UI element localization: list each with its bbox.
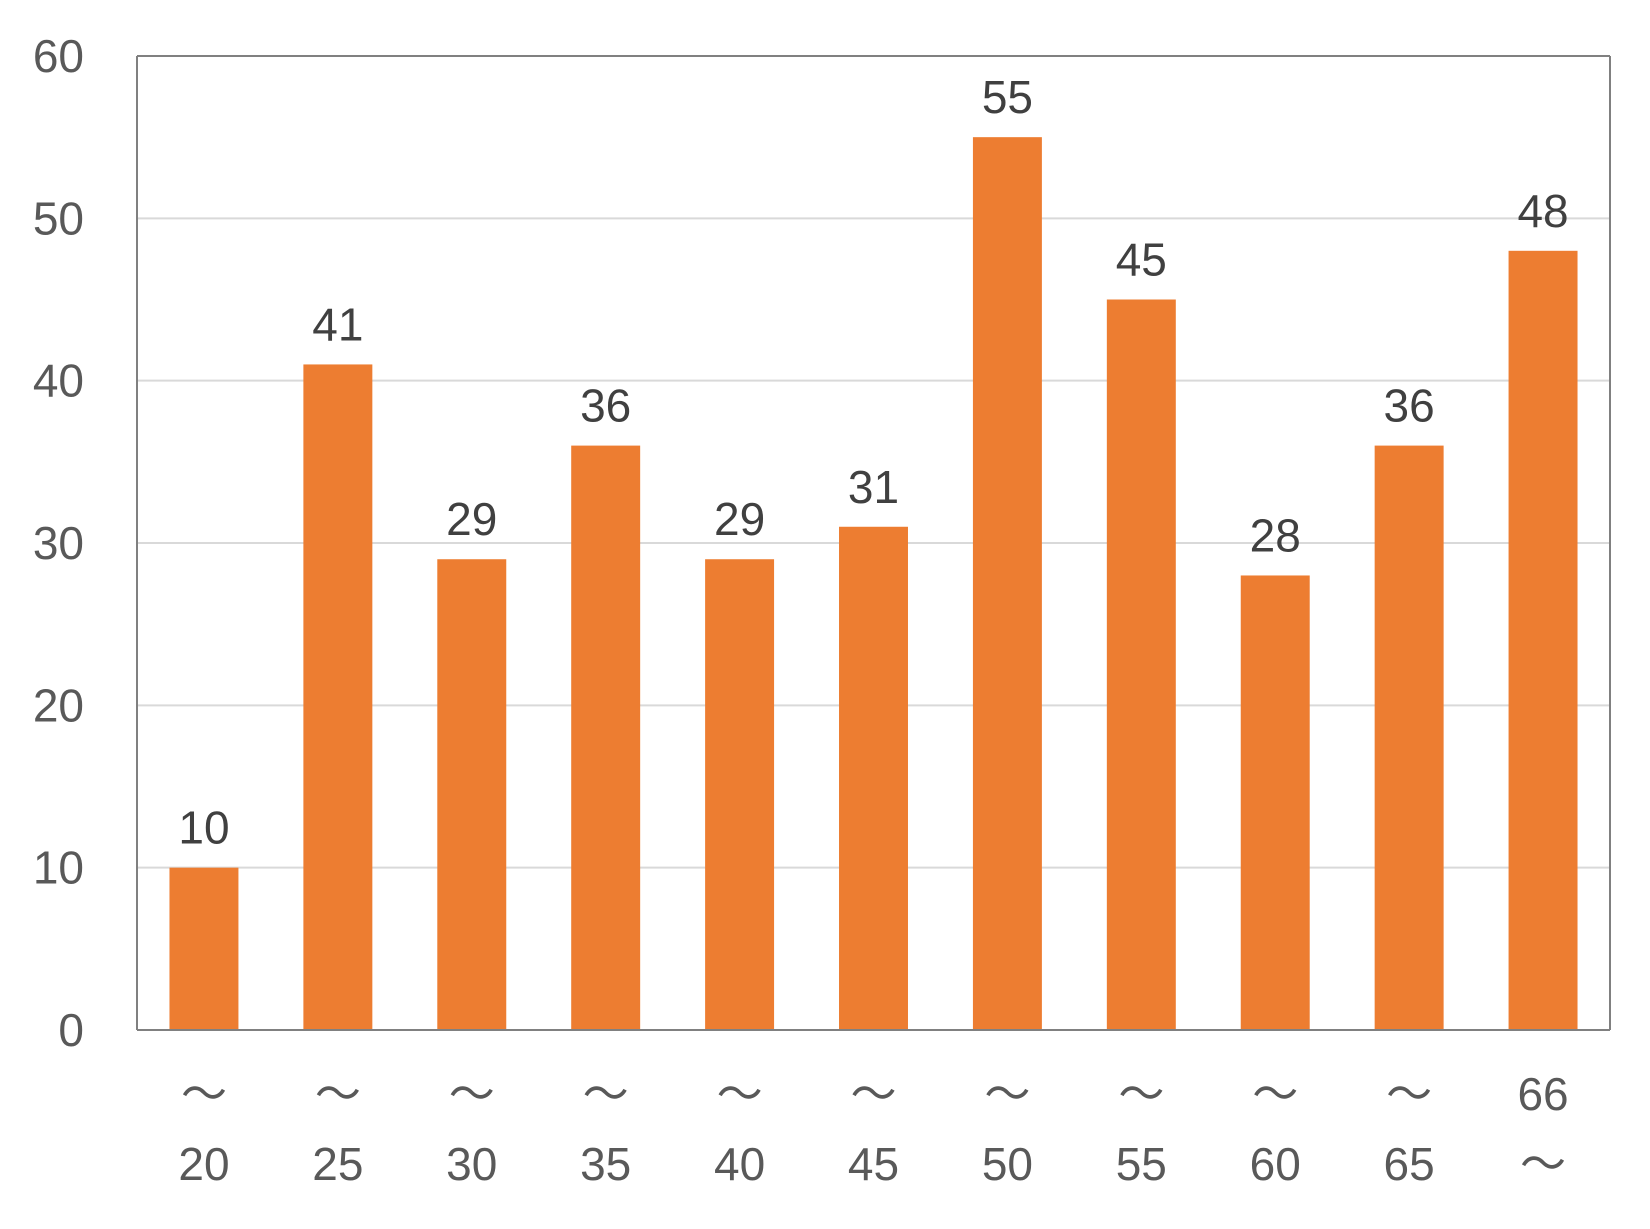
x-tick-label-line1: ～ [583, 1068, 629, 1120]
x-tick-label-line2: 40 [714, 1138, 765, 1190]
x-tick-label-line2: 60 [1250, 1138, 1301, 1190]
y-tick-label: 50 [33, 192, 84, 244]
data-label: 28 [1250, 509, 1301, 561]
data-label: 48 [1517, 185, 1568, 237]
y-axis-ticks: 0 10 20 30 40 50 60 [33, 30, 84, 1056]
y-tick-label: 10 [33, 842, 84, 894]
data-label: 31 [848, 461, 899, 513]
data-label: 29 [714, 493, 765, 545]
data-label: 36 [1384, 380, 1435, 432]
x-tick-label-line1: ～ [984, 1068, 1030, 1120]
bar [169, 867, 239, 1030]
x-tick-label-line2: 65 [1384, 1138, 1435, 1190]
x-tick-label-line2: ～ [1520, 1138, 1566, 1190]
data-label: 45 [1116, 234, 1167, 286]
bar [705, 559, 775, 1030]
bar [1106, 299, 1176, 1030]
x-tick-label-line1: ～ [1386, 1068, 1432, 1120]
bars [169, 137, 1578, 1031]
x-tick-label-line2: 20 [178, 1138, 229, 1190]
axes [136, 55, 1611, 1031]
data-labels: 10 41 29 36 29 31 55 45 28 36 48 [178, 71, 1568, 854]
x-tick-label-line1: ～ [1118, 1068, 1164, 1120]
bar [571, 445, 641, 1031]
x-tick-label-line2: 35 [580, 1138, 631, 1190]
data-label: 41 [312, 298, 363, 350]
data-label: 10 [178, 802, 229, 854]
y-tick-label: 0 [58, 1004, 84, 1056]
y-tick-label: 30 [33, 517, 84, 569]
x-tick-label-line1: ～ [315, 1068, 361, 1120]
bar [972, 137, 1042, 1030]
x-tick-label-line1: ～ [851, 1068, 897, 1120]
x-axis-ticks: ～ 20 ～ 25 ～ 30 ～ 35 ～ 40 ～ 45 ～ 50 ～ 55 ～ 60 ～ 65 66 ～ [178, 1068, 1568, 1190]
bar [437, 559, 507, 1030]
bar [1508, 250, 1578, 1031]
x-tick-label-line2: 45 [848, 1138, 899, 1190]
y-tick-label: 60 [33, 30, 84, 82]
x-tick-label-line1: ～ [181, 1068, 227, 1120]
bar [303, 364, 373, 1030]
x-tick-label-line2: 50 [982, 1138, 1033, 1190]
x-tick-label-line2: 55 [1116, 1138, 1167, 1190]
bar [1240, 575, 1310, 1030]
x-tick-label-line1: ～ [449, 1068, 495, 1120]
data-label: 29 [446, 493, 497, 545]
data-label: 36 [580, 380, 631, 432]
y-tick-label: 20 [33, 679, 84, 731]
x-tick-label-line2: 30 [446, 1138, 497, 1190]
x-tick-label-line2: 25 [312, 1138, 363, 1190]
y-tick-label: 40 [33, 355, 84, 407]
x-tick-label-line1: ～ [1252, 1068, 1298, 1120]
x-tick-label-line1: 66 [1517, 1068, 1568, 1120]
bar [1374, 445, 1444, 1031]
x-tick-label-line1: ～ [717, 1068, 763, 1120]
data-label: 55 [982, 71, 1033, 123]
bar [839, 526, 908, 1030]
